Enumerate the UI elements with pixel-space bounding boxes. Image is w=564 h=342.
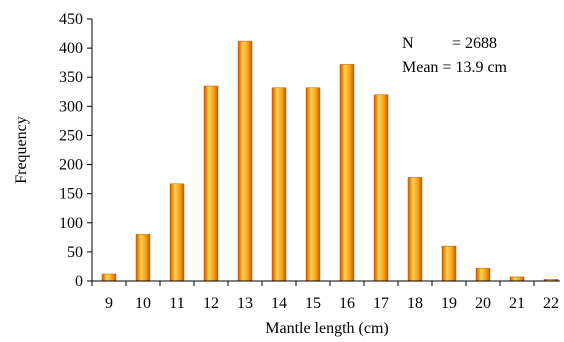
y-tick-label: 100	[59, 215, 83, 232]
bar-9	[101, 273, 117, 282]
x-tick-label: 13	[237, 295, 253, 312]
annotation-mean: Mean = 13.9 cm	[402, 59, 508, 76]
y-tick-label: 150	[59, 186, 83, 203]
bar-15	[305, 87, 321, 282]
bar-21	[509, 276, 525, 282]
y-tick-label: 250	[59, 127, 83, 144]
x-axis-label: Mantle length (cm)	[265, 320, 389, 337]
y-tick-label: 200	[59, 157, 83, 174]
x-tick-label: 10	[135, 295, 151, 312]
x-tick-label: 17	[373, 295, 389, 312]
x-tick-label: 18	[407, 295, 423, 312]
x-tick-label: 9	[105, 295, 113, 312]
y-axis-label: Frequency	[13, 116, 30, 184]
bars-layer	[101, 40, 559, 282]
y-tick-label: 450	[59, 11, 83, 28]
x-tick-label: 21	[509, 295, 525, 312]
x-tick-label: 22	[543, 295, 559, 312]
x-tick-label: 11	[169, 295, 184, 312]
annotation-box: N = 2688 Mean = 13.9 cm	[402, 35, 508, 76]
bar-17	[373, 94, 389, 282]
x-tick-label: 15	[305, 295, 321, 312]
x-tick-label: 14	[271, 295, 287, 312]
x-tick-label: 19	[441, 295, 457, 312]
bar-11	[169, 183, 185, 282]
axes-layer	[91, 19, 560, 282]
bar-16	[339, 64, 355, 282]
y-tick-label: 300	[59, 98, 83, 115]
x-tick-label: 12	[203, 295, 219, 312]
bar-13	[237, 40, 253, 282]
bar-14	[271, 87, 287, 282]
annotation-n-label: N	[402, 35, 414, 52]
y-tick-label: 0	[75, 273, 83, 290]
y-tick-label: 350	[59, 69, 83, 86]
bar-12	[203, 85, 219, 282]
y-tick-label: 50	[67, 244, 83, 261]
x-tick-label: 20	[475, 295, 491, 312]
ticks-layer: 0 50 100 150 200 250 300 350 400 450 9 10 11 12 13 14 15…	[59, 11, 559, 312]
bar-18	[407, 177, 423, 282]
x-tick-label: 16	[339, 295, 355, 312]
bar-19	[441, 245, 457, 282]
annotation-n-value: = 2688	[452, 35, 497, 52]
bar-20	[475, 267, 491, 282]
y-tick-label: 400	[59, 40, 83, 57]
bar-10	[135, 234, 151, 282]
